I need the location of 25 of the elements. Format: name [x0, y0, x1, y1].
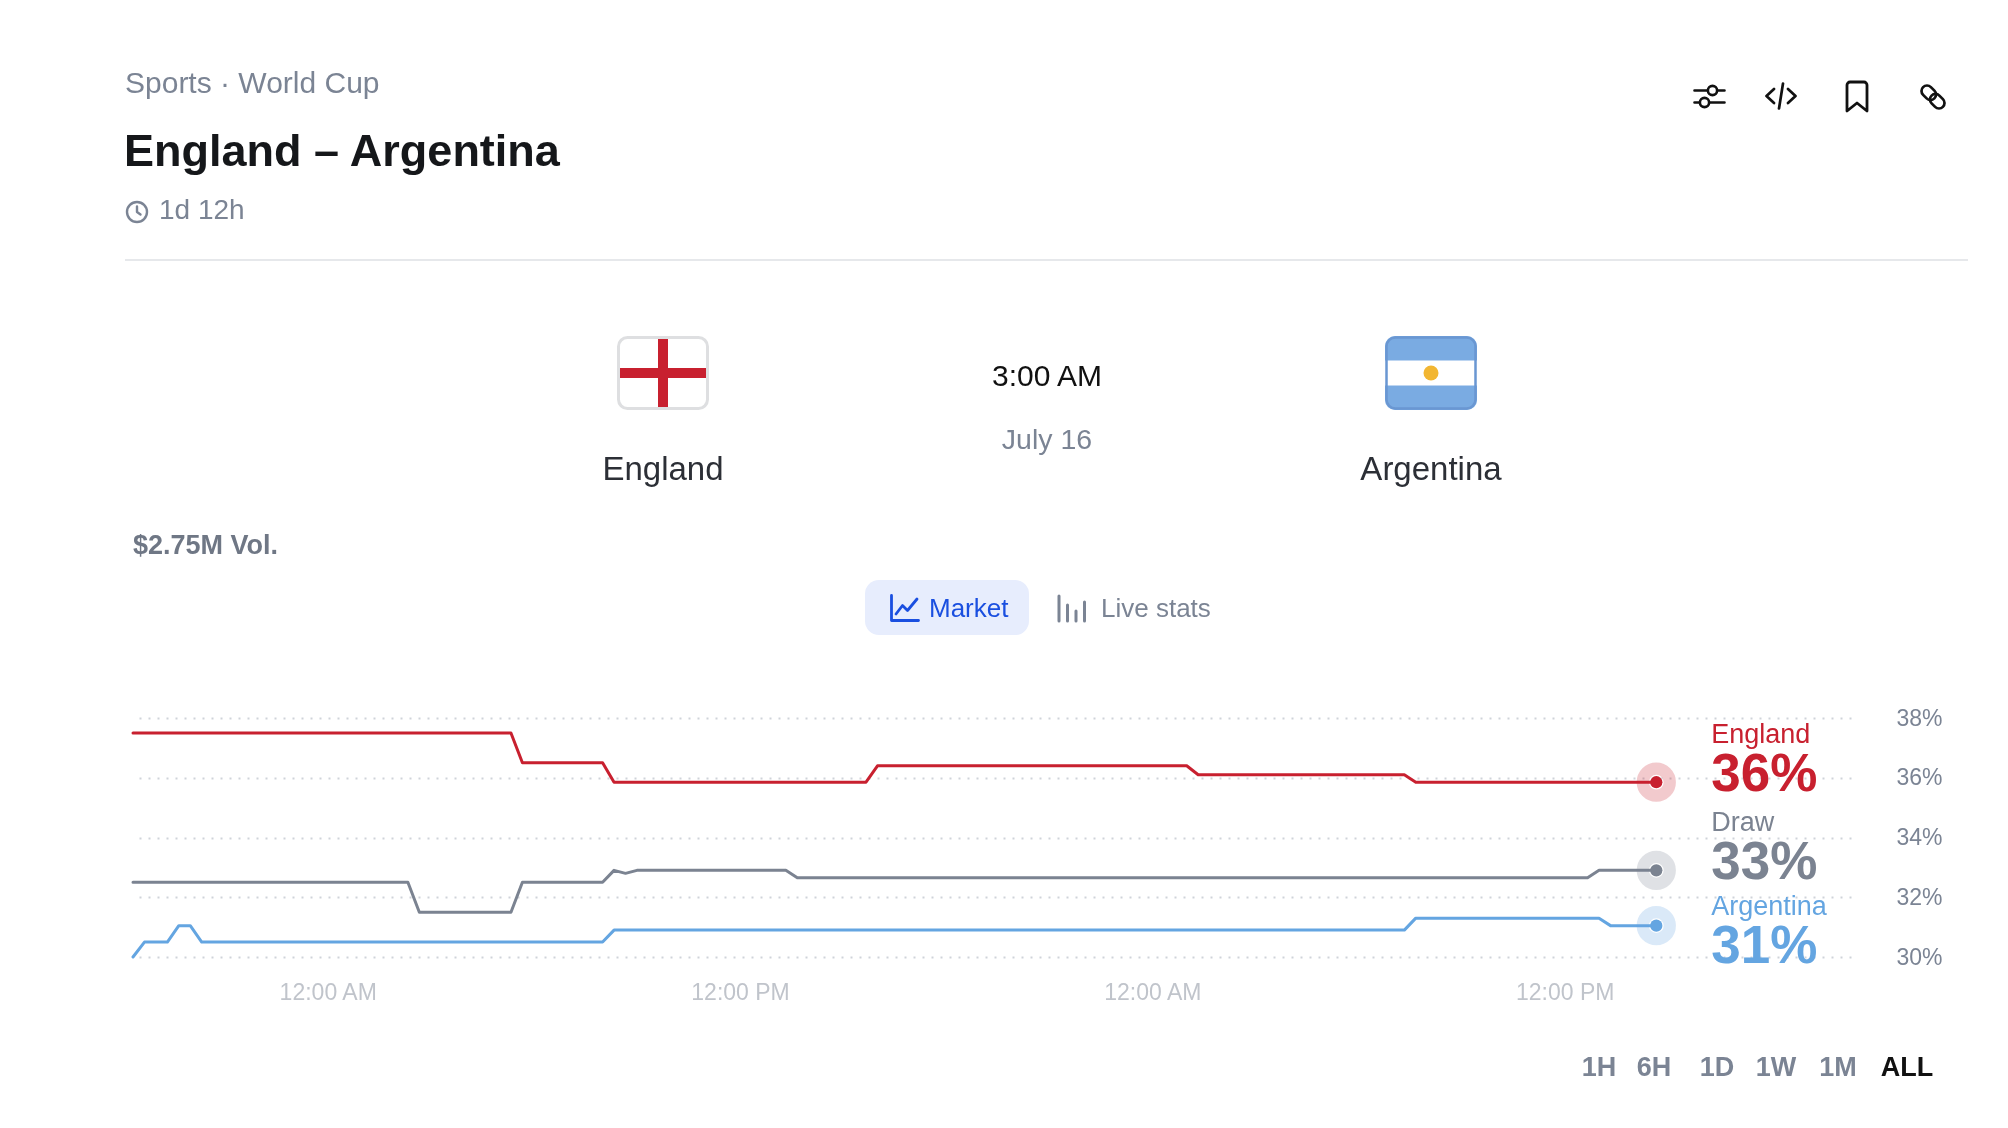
text: 1M [1819, 1051, 1857, 1082]
text: ALL [1880, 1051, 1934, 1082]
text: 1H [1581, 1051, 1617, 1082]
text: Market [929, 593, 1009, 624]
text: 1D [1699, 1051, 1735, 1082]
x-tick-label: 12:00 AM [1104, 978, 1202, 1005]
x-tick-label: 12:00 PM [691, 978, 790, 1005]
text: 3:00 AM [991, 359, 1103, 393]
text: Sports · World Cup [125, 66, 380, 100]
text: Live stats [1101, 593, 1211, 624]
y-tick-label: 38% [1896, 704, 1943, 731]
y-tick-label: 32% [1896, 883, 1943, 910]
text: 6H [1636, 1051, 1672, 1082]
y-tick-label: 34% [1896, 824, 1943, 850]
text: Argentina [1360, 449, 1502, 487]
x-tick-label: 12:00 PM [1515, 978, 1615, 1005]
y-tick-label: 36% [1896, 764, 1943, 791]
chart-title: England – Argentina [124, 124, 560, 176]
y-tick-label: 30% [1896, 943, 1943, 970]
text: 1d 12h [159, 194, 245, 226]
text: $2.75M Vol. [133, 529, 279, 560]
text: 1W [1755, 1051, 1797, 1082]
text: England [602, 449, 724, 487]
text: July 16 [1001, 423, 1093, 456]
x-tick-label: 12:00 AM [279, 978, 377, 1005]
